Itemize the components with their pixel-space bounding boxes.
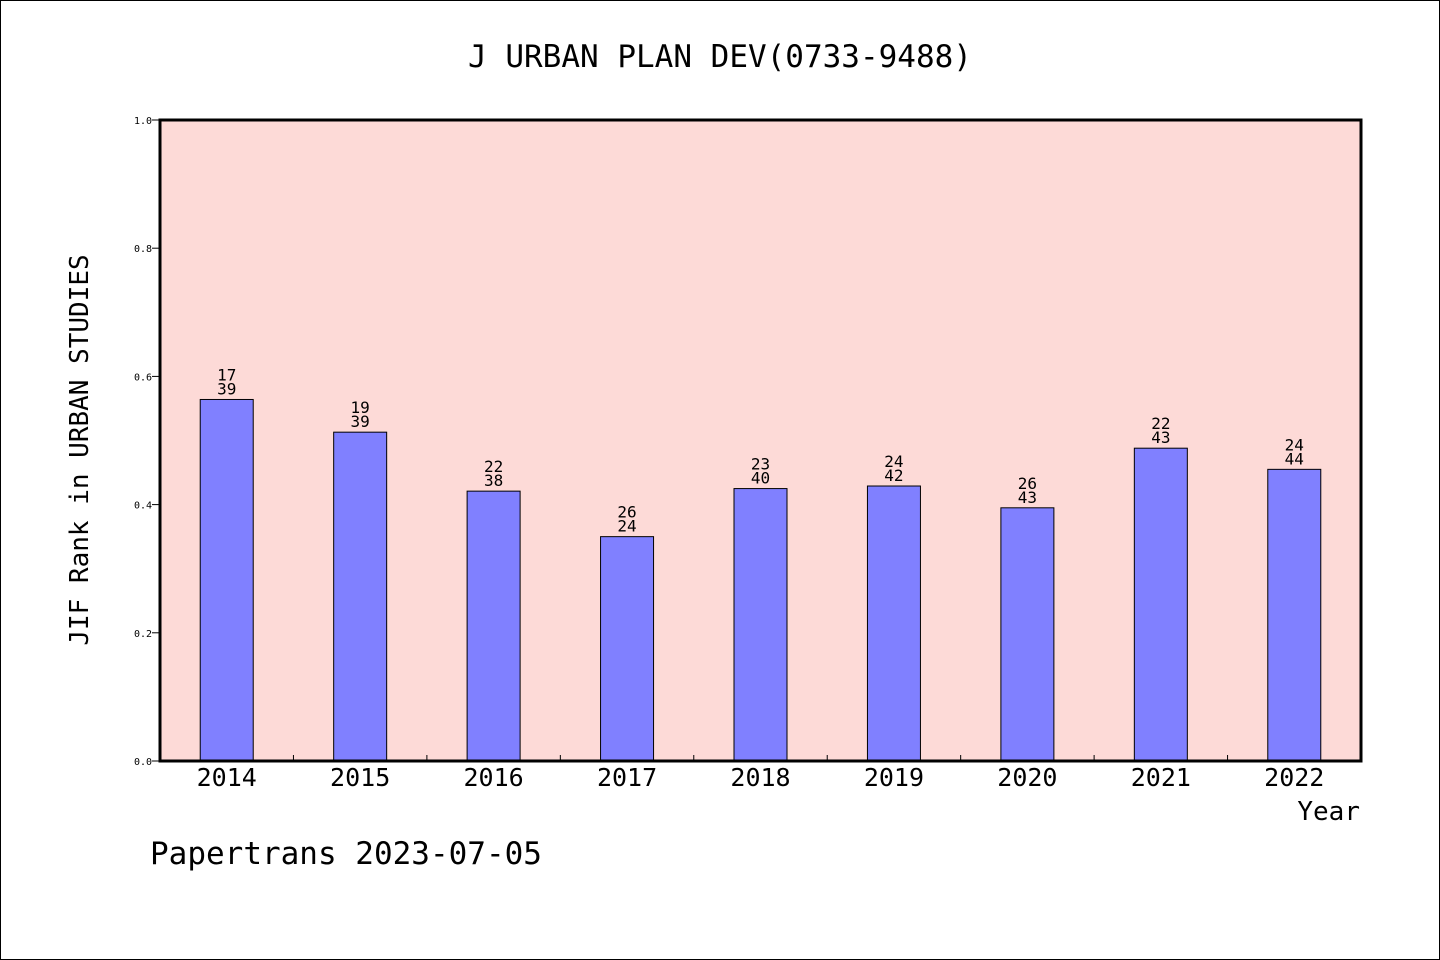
- x-tick-label: 2014: [197, 763, 257, 792]
- y-tick-label: 1.0: [134, 116, 152, 127]
- x-tick-label: 2019: [864, 763, 924, 792]
- x-tick-label: 2020: [997, 763, 1057, 792]
- x-tick-label: 2017: [597, 763, 657, 792]
- bar-rank-label: 26: [1018, 474, 1037, 493]
- bars: [199, 398, 1322, 762]
- plot-border: [158, 118, 1363, 763]
- x-tick-label: 2022: [1264, 763, 1324, 792]
- y-tick-label: 0.8: [134, 244, 152, 255]
- bar-2019: [866, 485, 921, 762]
- y-tick-label: 0.6: [134, 372, 152, 383]
- bar-total-label: 39: [351, 412, 370, 431]
- x-tick-label: 2016: [464, 763, 524, 792]
- y-axis-label: JIF Rank in URBAN STUDIES: [65, 254, 95, 645]
- bar-rank-label: 24: [884, 452, 903, 471]
- bar-2017: [600, 536, 655, 762]
- bar-rank-label: 22: [1151, 414, 1170, 433]
- bar-rank-label: 23: [751, 455, 770, 474]
- bar-total-label: 43: [1018, 488, 1037, 507]
- bar-rank-label: 24: [1285, 435, 1304, 454]
- bar-rank-label: 22: [484, 457, 503, 476]
- bar-2020: [1000, 507, 1055, 762]
- bar-rank-label: 19: [351, 398, 370, 417]
- bar-total-label: 43: [1151, 428, 1170, 447]
- x-axis-label: Year: [1297, 797, 1360, 827]
- x-axis: 2014 2015 2016 2017 2018 2019 2020 2021 2022: [197, 755, 1324, 792]
- bar-total-label: 42: [884, 466, 903, 485]
- y-tick-label: 0.4: [134, 501, 152, 512]
- y-axis: 0.0 0.2 0.4 0.6 0.8 1.0: [134, 116, 160, 768]
- y-tick-label: 0.2: [134, 629, 152, 640]
- bar-2018: [733, 488, 788, 762]
- bar-2022: [1267, 468, 1322, 762]
- x-tick-label: 2021: [1131, 763, 1191, 792]
- footer-text: Papertrans 2023-07-05: [150, 836, 542, 872]
- bar-total-label: 38: [484, 471, 503, 490]
- chart-title: J URBAN PLAN DEV(0733-9488): [468, 39, 972, 75]
- bar-total-label: 24: [617, 517, 636, 536]
- x-tick-label: 2018: [730, 763, 790, 792]
- bar-total-label: 44: [1285, 449, 1304, 468]
- bar-rank-label: 17: [217, 365, 236, 384]
- y-tick-label: 0.0: [134, 757, 152, 768]
- bar-2021: [1133, 447, 1188, 762]
- bar-2014: [199, 398, 254, 762]
- x-tick-label: 2015: [330, 763, 390, 792]
- bar-2015: [333, 431, 388, 762]
- bar-2016: [466, 490, 521, 762]
- bar-rank-label: 26: [617, 503, 636, 522]
- bar-total-label: 40: [751, 469, 770, 488]
- bar-total-label: 39: [217, 379, 236, 398]
